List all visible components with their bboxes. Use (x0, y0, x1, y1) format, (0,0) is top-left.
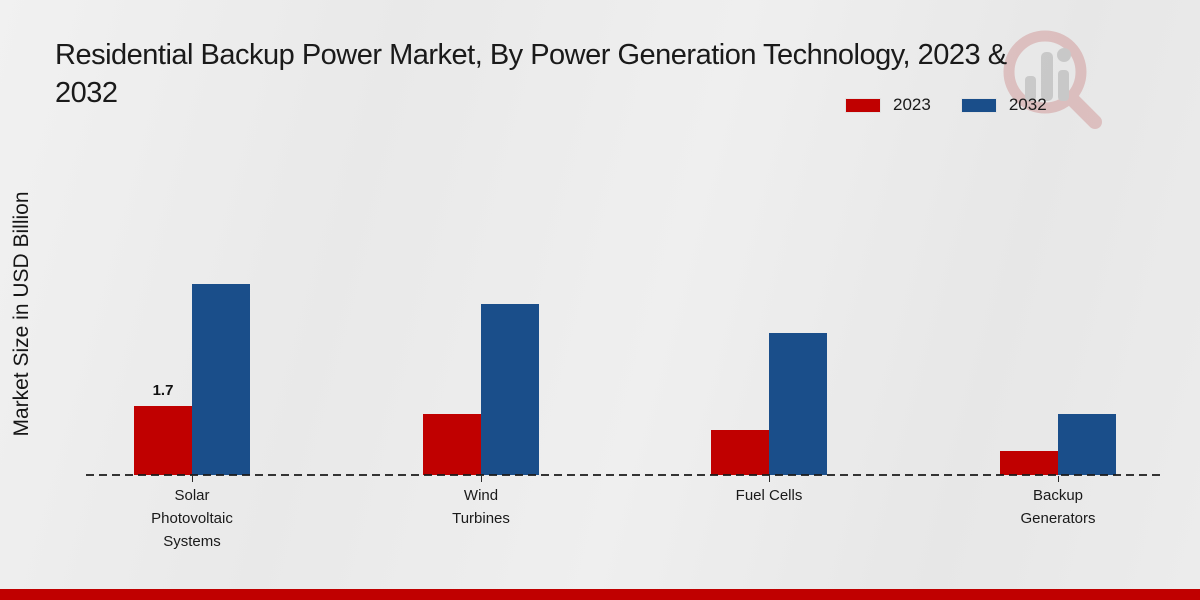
category-label: Fuel Cells (735, 487, 803, 504)
x-axis-tick (481, 476, 482, 482)
legend-item-2032: 2032 (960, 95, 1047, 115)
bar-value-label: 1.7 (152, 382, 174, 399)
x-axis-tick (1058, 476, 1059, 482)
category-label: Solar Photovoltaic Systems (151, 487, 233, 550)
legend-label-2023: 2023 (893, 95, 931, 114)
bar-2032-group-0 (192, 284, 250, 475)
x-axis-tick (192, 476, 193, 482)
bar-2032-group-1 (481, 304, 539, 475)
bar-2023-group-0 (134, 406, 192, 475)
chart-title-line1: Residential Backup Power Market, By Powe… (55, 39, 1007, 71)
legend: 2023 2032 (845, 95, 1047, 115)
watermark-ring (1003, 30, 1087, 114)
watermark-handle (1066, 93, 1102, 129)
category-label: Backup Generators (1020, 487, 1096, 527)
legend-item-2023: 2023 (845, 95, 931, 115)
bar-2023-group-2 (711, 430, 769, 475)
bar-2032-group-3 (1058, 414, 1116, 475)
category-label: Wind Turbines (452, 487, 510, 527)
x-axis-tick (769, 476, 770, 482)
footer-accent-bar (0, 589, 1200, 600)
legend-label-2032: 2032 (1008, 95, 1047, 114)
bar-2023-group-1 (423, 414, 481, 475)
bar-2023-group-3 (1000, 451, 1058, 475)
watermark-logo (1003, 30, 1102, 129)
bar-2032-group-2 (769, 333, 827, 475)
chart-title: Residential Backup Power Market, By Powe… (55, 36, 1095, 112)
legend-swatch-2032 (960, 97, 997, 113)
chart-title-line2: 2032 (55, 77, 118, 109)
legend-swatch-2023 (845, 97, 881, 113)
